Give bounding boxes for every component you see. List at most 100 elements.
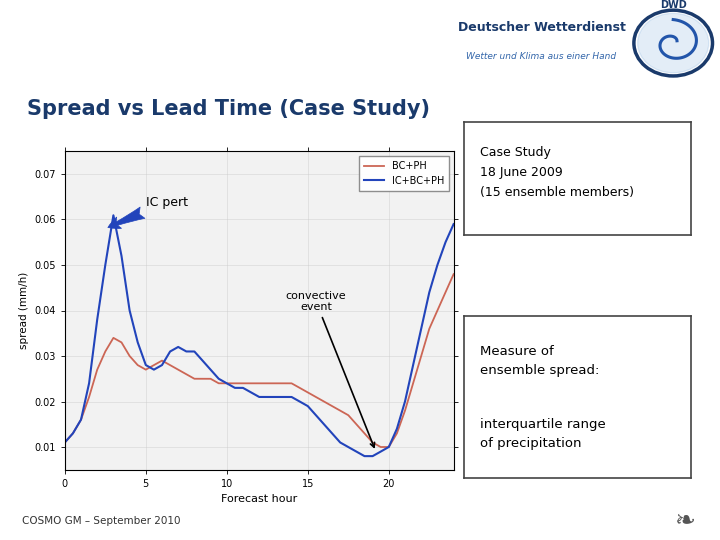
- Line: BC+PH: BC+PH: [65, 274, 454, 447]
- IC+BC+PH: [239, 384, 248, 391]
- IC+BC+PH: [190, 348, 199, 355]
- BC+PH: [125, 353, 134, 359]
- Text: Deutscher Wetterdienst: Deutscher Wetterdienst: [457, 21, 626, 34]
- IC+BC+PH: [150, 367, 158, 373]
- BC+PH: [417, 353, 426, 359]
- BC+PH: [384, 444, 393, 450]
- BC+PH: [222, 380, 231, 387]
- BC+PH: [328, 403, 336, 409]
- BC+PH: [239, 380, 248, 387]
- Legend: BC+PH, IC+BC+PH: BC+PH, IC+BC+PH: [359, 156, 449, 191]
- BC+PH: [377, 444, 385, 450]
- IC+BC+PH: [141, 362, 150, 368]
- IC+BC+PH: [384, 444, 393, 450]
- IC+BC+PH: [392, 426, 401, 432]
- BC+PH: [263, 380, 271, 387]
- BC+PH: [392, 430, 401, 437]
- IC+BC+PH: [93, 316, 102, 323]
- IC+BC+PH: [76, 416, 86, 423]
- IC+BC+PH: [320, 421, 328, 428]
- IC+BC+PH: [352, 448, 361, 455]
- Y-axis label: spread (mm/h): spread (mm/h): [19, 272, 29, 349]
- IC+BC+PH: [158, 362, 166, 368]
- Line: IC+BC+PH: IC+BC+PH: [65, 215, 454, 456]
- BC+PH: [150, 362, 158, 368]
- IC+BC+PH: [336, 439, 344, 446]
- BC+PH: [320, 399, 328, 405]
- BC+PH: [101, 348, 109, 355]
- BC+PH: [117, 339, 126, 346]
- IC+BC+PH: [174, 343, 183, 350]
- Text: COSMO GM – September 2010: COSMO GM – September 2010: [22, 516, 180, 526]
- BC+PH: [344, 412, 353, 418]
- IC+BC+PH: [400, 399, 409, 405]
- BC+PH: [304, 389, 312, 396]
- BC+PH: [336, 407, 344, 414]
- BC+PH: [352, 421, 361, 428]
- BC+PH: [215, 380, 223, 387]
- BC+PH: [206, 375, 215, 382]
- Text: Spread vs Lead Time (Case Study): Spread vs Lead Time (Case Study): [27, 99, 430, 119]
- BC+PH: [60, 439, 69, 446]
- IC+BC+PH: [360, 453, 369, 460]
- Text: convective
event: convective event: [286, 291, 374, 447]
- IC+BC+PH: [133, 339, 142, 346]
- IC+BC+PH: [295, 399, 304, 405]
- BC+PH: [198, 375, 207, 382]
- IC+BC+PH: [125, 307, 134, 314]
- BC+PH: [133, 362, 142, 368]
- IC+BC+PH: [433, 262, 442, 268]
- IC+BC+PH: [247, 389, 256, 396]
- IC+BC+PH: [449, 221, 458, 227]
- BC+PH: [271, 380, 279, 387]
- BC+PH: [190, 375, 199, 382]
- BC+PH: [247, 380, 256, 387]
- BC+PH: [166, 362, 174, 368]
- Text: Measure of
ensemble spread:: Measure of ensemble spread:: [480, 345, 600, 377]
- BC+PH: [174, 367, 183, 373]
- IC+BC+PH: [425, 289, 433, 295]
- IC+BC+PH: [68, 430, 77, 437]
- IC+BC+PH: [279, 394, 288, 400]
- BC+PH: [255, 380, 264, 387]
- IC+BC+PH: [182, 348, 191, 355]
- BC+PH: [409, 380, 418, 387]
- IC+BC+PH: [85, 380, 94, 387]
- IC+BC+PH: [304, 403, 312, 409]
- BC+PH: [295, 384, 304, 391]
- Text: Case Study
18 June 2009
(15 ensemble members): Case Study 18 June 2009 (15 ensemble mem…: [480, 146, 634, 199]
- BC+PH: [68, 430, 77, 437]
- Text: interquartile range
of precipitation: interquartile range of precipitation: [480, 418, 606, 450]
- IC+BC+PH: [198, 357, 207, 364]
- BC+PH: [369, 439, 377, 446]
- IC+BC+PH: [263, 394, 271, 400]
- BC+PH: [425, 326, 433, 332]
- BC+PH: [85, 394, 94, 400]
- IC+BC+PH: [377, 448, 385, 455]
- Text: IC pert: IC pert: [108, 196, 188, 228]
- IC+BC+PH: [287, 394, 296, 400]
- BC+PH: [400, 407, 409, 414]
- X-axis label: Forecast hour: Forecast hour: [221, 495, 297, 504]
- BC+PH: [360, 430, 369, 437]
- IC+BC+PH: [255, 394, 264, 400]
- IC+BC+PH: [166, 348, 174, 355]
- IC+BC+PH: [344, 444, 353, 450]
- BC+PH: [76, 416, 86, 423]
- BC+PH: [312, 394, 320, 400]
- IC+BC+PH: [369, 453, 377, 460]
- BC+PH: [279, 380, 288, 387]
- IC+BC+PH: [206, 367, 215, 373]
- BC+PH: [433, 307, 442, 314]
- BC+PH: [441, 289, 450, 295]
- IC+BC+PH: [271, 394, 279, 400]
- BC+PH: [141, 367, 150, 373]
- BC+PH: [93, 367, 102, 373]
- IC+BC+PH: [441, 239, 450, 246]
- IC+BC+PH: [312, 412, 320, 418]
- BC+PH: [449, 271, 458, 278]
- BC+PH: [230, 380, 239, 387]
- BC+PH: [287, 380, 296, 387]
- BC+PH: [182, 371, 191, 377]
- Circle shape: [638, 14, 708, 73]
